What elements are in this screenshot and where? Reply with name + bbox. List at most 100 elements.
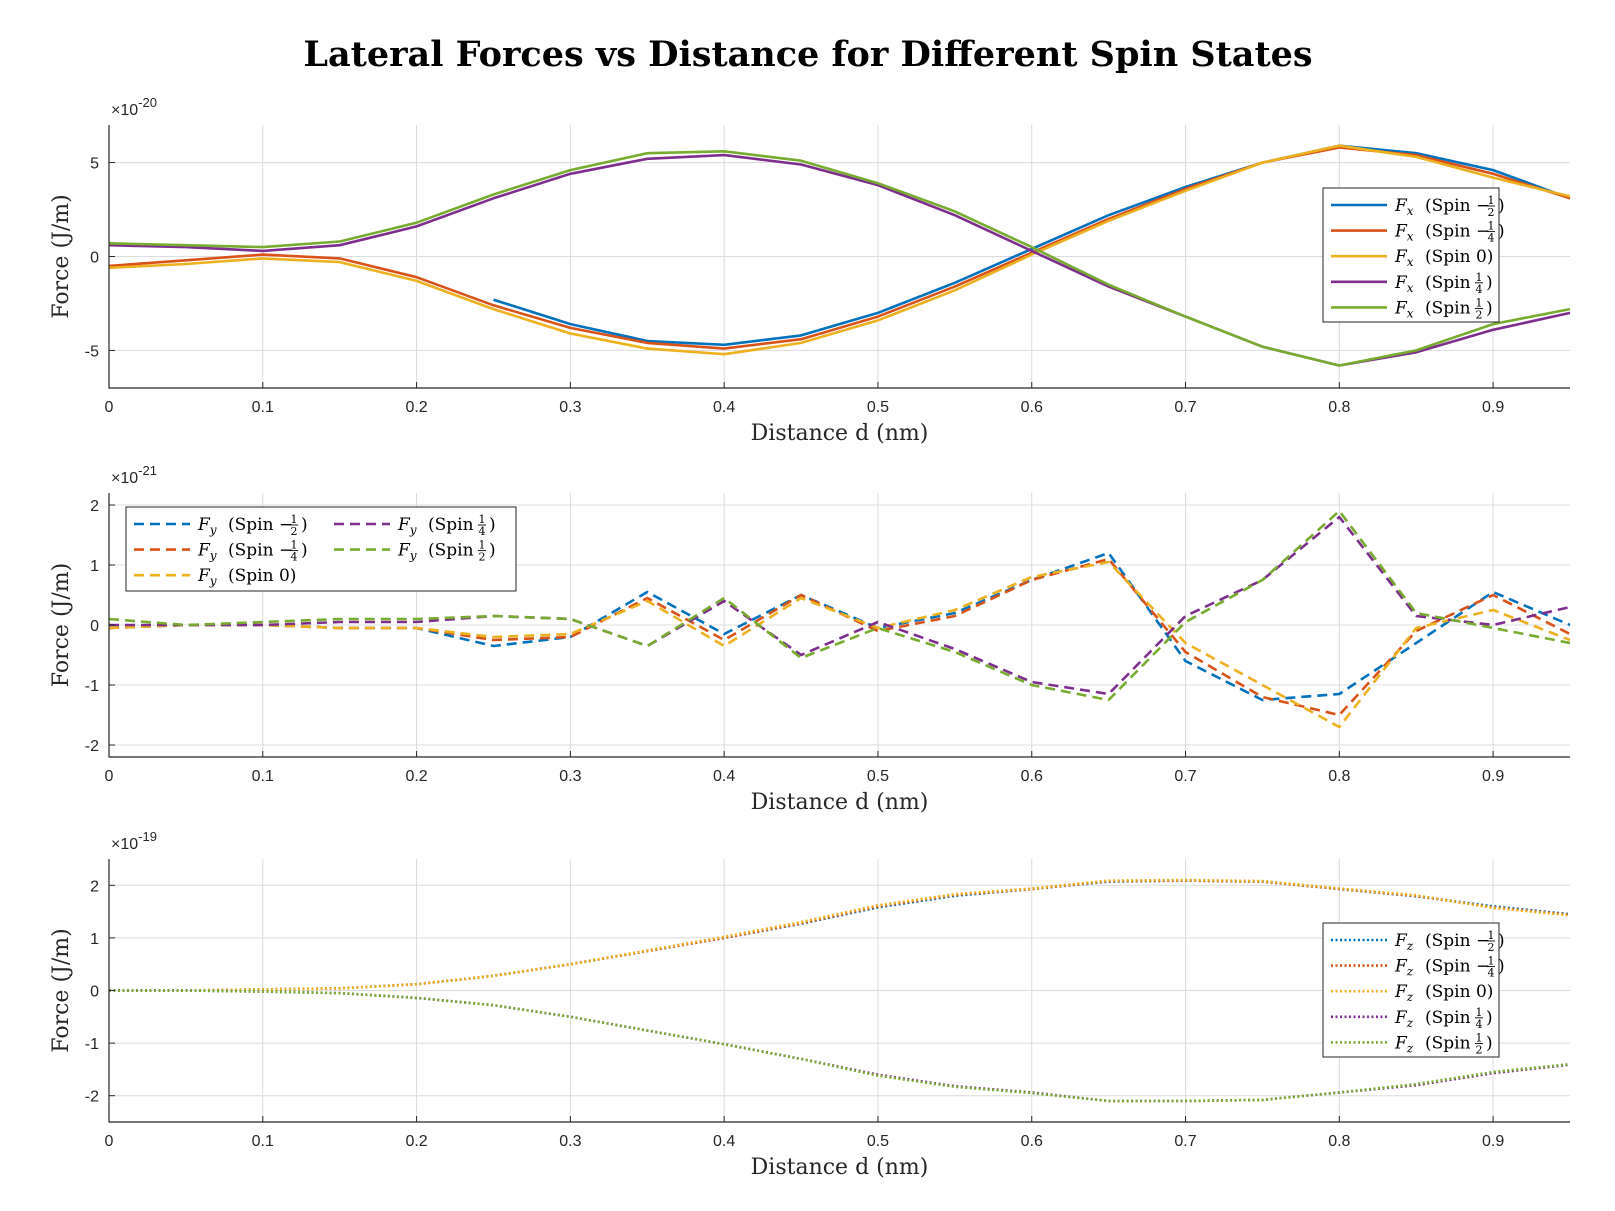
series-line-fx-0 <box>493 144 1571 347</box>
legend-label: Fy <box>397 541 417 563</box>
legend-label: ) <box>1486 1033 1493 1053</box>
legend-fraction-den: 2 <box>1488 941 1495 954</box>
legend-fraction-num: 1 <box>1476 1031 1483 1044</box>
legend-fraction-num: 1 <box>479 539 486 552</box>
series-line-fx-4 <box>108 150 1571 367</box>
x-tick-label: 0.7 <box>1174 1133 1196 1150</box>
x-tick-label: 0.3 <box>559 1133 581 1150</box>
legend-label: (Spin <box>1425 298 1471 318</box>
legend-fraction-den: 4 <box>1476 1018 1483 1031</box>
legend-box <box>125 506 517 592</box>
legend-fraction-den: 2 <box>291 525 298 538</box>
y-tick-label: 2 <box>90 498 99 515</box>
legend-label: Fz <box>1394 982 1414 1004</box>
legend-label: Fx <box>1394 298 1414 320</box>
legend-label: (Spin <box>1425 1033 1471 1053</box>
y-tick-label: -1 <box>85 678 99 695</box>
x-tick-label: 0.9 <box>1482 768 1504 785</box>
legend-entry: Fy (Spin 0) <box>134 566 296 588</box>
y-tick-label: 0 <box>90 250 99 267</box>
legend-fraction-num: 1 <box>1488 929 1495 942</box>
x-tick-label: 0.1 <box>252 1133 274 1150</box>
y-tick-label: -5 <box>85 343 99 360</box>
x-tick-label: 0.5 <box>867 399 889 416</box>
legend-fraction-den: 4 <box>1488 232 1495 245</box>
legend-fraction-den: 2 <box>1476 308 1483 321</box>
x-axis-label: Distance d (nm) <box>751 790 929 815</box>
x-tick-label: 0.1 <box>252 768 274 785</box>
x-tick-label: 0 <box>105 399 114 416</box>
legend-fraction-den: 4 <box>1476 283 1483 296</box>
legend-entry: Fz (Spin −12) <box>1331 929 1505 954</box>
x-tick-label: 0 <box>105 768 114 785</box>
legend-label: ) <box>489 515 496 535</box>
legend-entry: Fz (Spin 12) <box>1331 1031 1493 1056</box>
legend-label: ) <box>1486 273 1493 293</box>
legend-label: ) <box>1498 931 1505 951</box>
legend-fraction-den: 2 <box>1476 1043 1483 1056</box>
legend-fraction-num: 1 <box>1488 220 1495 233</box>
x-tick-label: 0.6 <box>1021 1133 1043 1150</box>
legend-label: ) <box>489 541 496 561</box>
legend-label: Fy <box>197 566 217 588</box>
x-tick-label: 0.5 <box>867 768 889 785</box>
legend-label: Fy <box>397 515 417 537</box>
subplot-2: 0 0.1 0.2 0.3 0.4 0.5 0.6 0.7 0.8 0.9210-1-2×10-2… <box>49 463 1571 815</box>
x-tick-label: 0.7 <box>1174 399 1196 416</box>
legend-fraction-den: 2 <box>1488 206 1495 219</box>
legend-fraction-num: 1 <box>291 513 298 526</box>
series-line-fy-3 <box>109 515 1571 696</box>
y-axis-label: Force (J/m) <box>49 563 74 687</box>
x-tick-label: 0.6 <box>1021 399 1043 416</box>
x-tick-label: 0.2 <box>405 399 427 416</box>
legend-label: Fz <box>1394 1008 1414 1030</box>
legend-label: ) <box>1486 1008 1493 1028</box>
x-tick-label: 0.6 <box>1021 768 1043 785</box>
legend-entry: Fy (Spin −12) <box>134 513 308 538</box>
legend-label: (Spin − <box>1425 931 1490 951</box>
figure-title: Lateral Forces vs Distance for Different… <box>303 34 1312 75</box>
y-tick-label: 1 <box>90 558 99 575</box>
series-line-fx-2 <box>108 144 1571 356</box>
legend-label: (Spin − <box>228 541 293 561</box>
legend: Fx (Spin −12)Fx (Spin −14)Fx (Spin 0)Fx (Spi… <box>1322 187 1505 323</box>
series-line-fx-1 <box>108 146 1571 350</box>
legend-label: Fx <box>1394 273 1414 295</box>
legend-label: ) <box>1498 196 1505 216</box>
legend-entry: Fz (Spin −14) <box>1331 955 1505 980</box>
legend-label: Fx <box>1394 196 1414 218</box>
x-tick-label: 0.4 <box>713 399 735 416</box>
series-line-fz-4 <box>109 989 1571 1103</box>
legend-label: ) <box>1498 222 1505 242</box>
y-tick-label: 5 <box>90 156 99 173</box>
y-exponent-label: ×10-21 <box>111 463 157 487</box>
y-tick-label: -2 <box>85 738 99 755</box>
legend-label: Fz <box>1394 957 1414 979</box>
legend-fraction-num: 1 <box>1488 955 1495 968</box>
legend-entry: Fy (Spin −14) <box>134 539 308 564</box>
y-exponent-label: ×10-20 <box>111 95 157 119</box>
x-tick-label: 0.7 <box>1174 768 1196 785</box>
x-tick-label: 0.4 <box>713 768 735 785</box>
y-tick-label: 2 <box>90 878 99 895</box>
legend-entry: Fy (Spin 14) <box>334 513 496 538</box>
y-tick-label: 0 <box>90 984 99 1001</box>
x-tick-label: 0.8 <box>1328 399 1350 416</box>
legend-fraction-den: 4 <box>1488 967 1495 980</box>
legend-label: (Spin <box>428 515 474 535</box>
x-axis-label: Distance d (nm) <box>751 1155 929 1180</box>
legend-entry: Fz (Spin 0) <box>1331 982 1493 1004</box>
x-tick-label: 0.2 <box>405 768 427 785</box>
legend-entry: Fy (Spin 12) <box>334 539 496 564</box>
y-tick-label: -2 <box>85 1089 99 1106</box>
legend: Fz (Spin −12)Fz (Spin −14)Fz (Spin 0)Fz (Spi… <box>1322 922 1505 1058</box>
x-tick-label: 0.8 <box>1328 1133 1350 1150</box>
legend-label: (Spin − <box>1425 196 1490 216</box>
x-tick-label: 0.3 <box>559 768 581 785</box>
legend-label: (Spin − <box>1425 957 1490 977</box>
x-tick-label: 0.2 <box>405 1133 427 1150</box>
subplots: 0 0.1 0.2 0.3 0.4 0.5 0.6 0.7 0.8 0.9 5 0 -5 ×10-20 Di… <box>49 95 1571 1180</box>
legend-label: Fx <box>1394 247 1414 269</box>
legend-fraction-num: 1 <box>291 539 298 552</box>
